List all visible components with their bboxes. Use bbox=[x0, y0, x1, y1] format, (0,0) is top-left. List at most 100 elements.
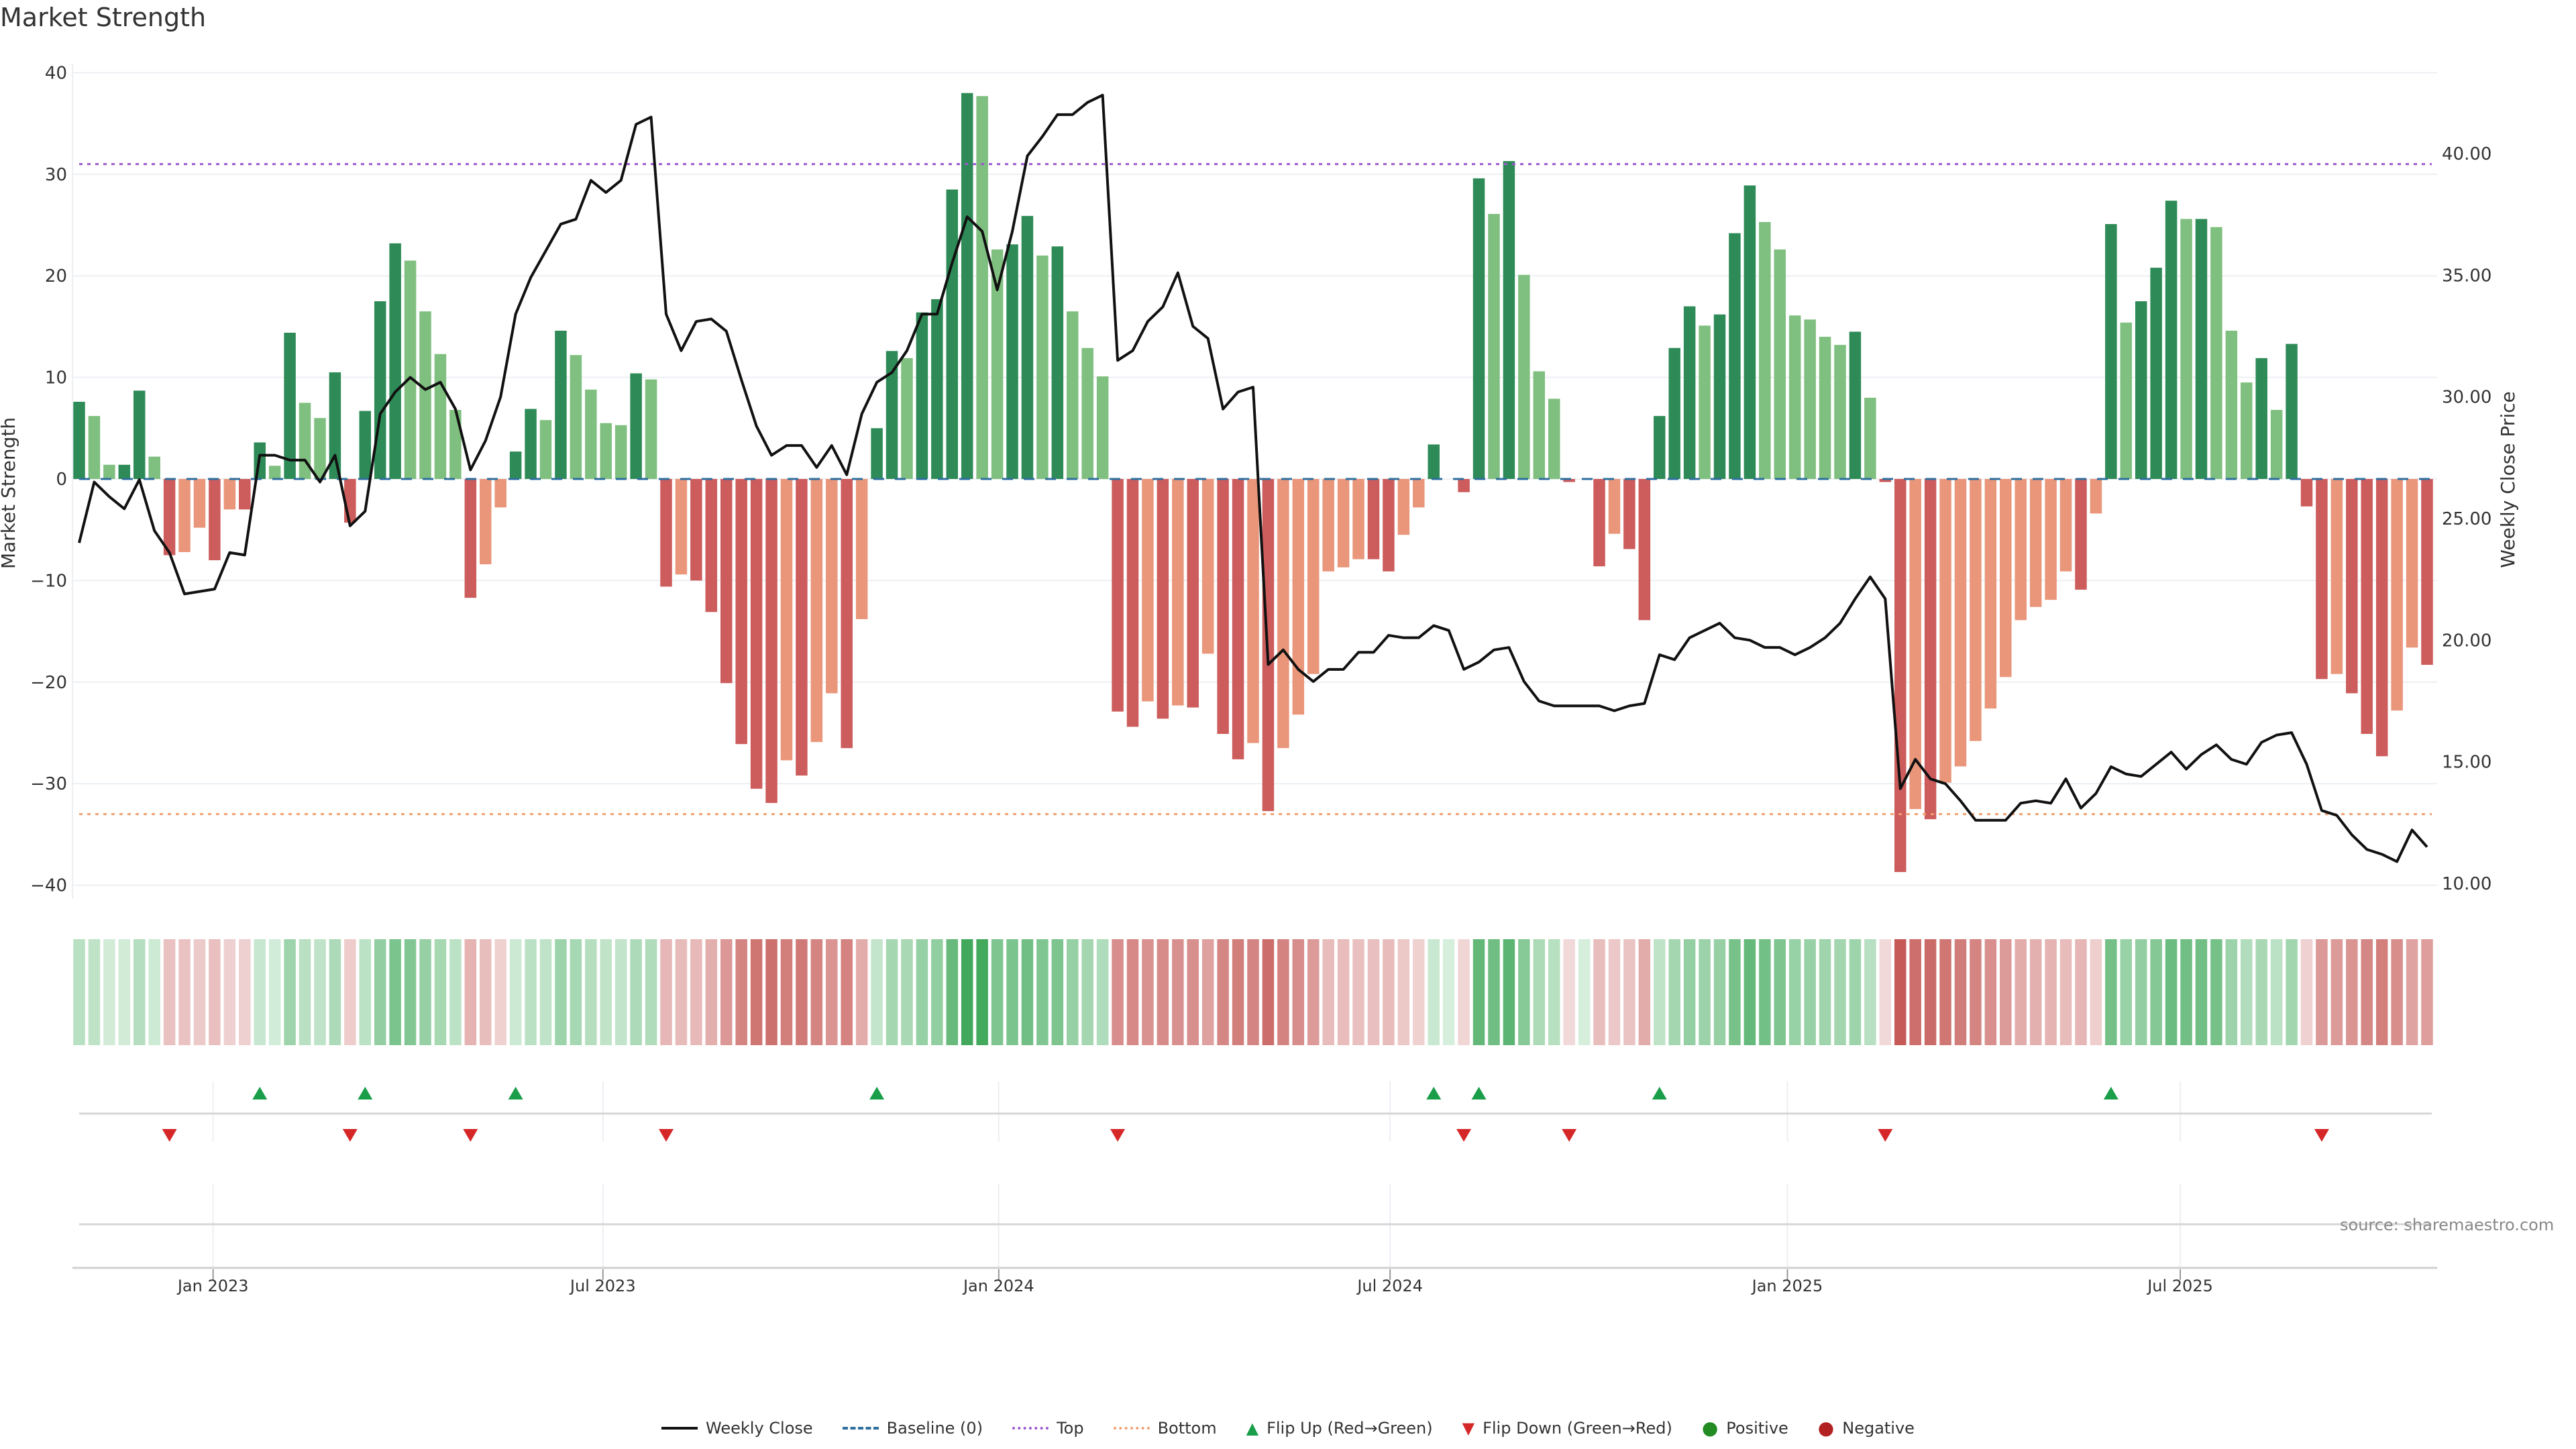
flip-down-marker bbox=[1878, 1129, 1893, 1142]
strength-bar bbox=[1834, 345, 1846, 479]
heat-cell bbox=[2150, 939, 2162, 1045]
flip-up-marker bbox=[358, 1087, 373, 1099]
heat-cell bbox=[1488, 939, 1500, 1045]
legend-baseline[interactable]: Baseline (0) bbox=[842, 1418, 983, 1438]
circle-icon: ● bbox=[1701, 1417, 1719, 1439]
strength-bar bbox=[1683, 306, 1696, 479]
strength-bar bbox=[961, 93, 973, 479]
strength-bar bbox=[2090, 479, 2102, 514]
strength-bar bbox=[539, 420, 552, 479]
y-tick-label: −10 bbox=[30, 571, 67, 591]
strength-bar bbox=[374, 301, 386, 479]
strength-bar bbox=[133, 390, 146, 479]
strength-bar bbox=[1201, 479, 1214, 654]
heat-cell bbox=[254, 939, 266, 1045]
legend-weekly-close[interactable]: Weekly Close bbox=[661, 1419, 813, 1438]
y2-axis-title: Weekly Close Price bbox=[2497, 391, 2519, 568]
legend-label: Bottom bbox=[1157, 1418, 1217, 1438]
heat-cell bbox=[284, 939, 296, 1045]
strength-bar bbox=[690, 479, 702, 581]
heat-cell bbox=[690, 939, 702, 1045]
strength-bars bbox=[73, 93, 2433, 872]
legend-top[interactable]: Top bbox=[1012, 1419, 1084, 1438]
flip-up-marker bbox=[1652, 1087, 1667, 1099]
strength-bar bbox=[73, 401, 85, 479]
heat-cell bbox=[796, 939, 808, 1045]
strength-bar bbox=[1397, 479, 1410, 535]
heat-cell bbox=[2210, 939, 2222, 1045]
x-tick-label: Jan 2025 bbox=[1751, 1277, 1823, 1295]
strength-bar bbox=[2241, 382, 2253, 479]
strength-bar bbox=[1051, 246, 1064, 479]
legend-flip-down[interactable]: ▼ Flip Down (Green→Red) bbox=[1462, 1419, 1672, 1438]
heat-cell bbox=[1367, 939, 1380, 1045]
heat-cell bbox=[750, 939, 763, 1045]
strength-bar bbox=[1638, 479, 1651, 621]
strength-bar bbox=[2316, 479, 2328, 680]
strength-bar bbox=[525, 409, 537, 479]
heat-cell bbox=[2300, 939, 2313, 1045]
y2-tick-label: 25.00 bbox=[2442, 509, 2491, 529]
heat-cell bbox=[1458, 939, 1470, 1045]
heat-cell bbox=[1277, 939, 1289, 1045]
strength-bar bbox=[1788, 315, 1801, 479]
triangle-up-icon: ▲ bbox=[1246, 1418, 1259, 1438]
strength-bar bbox=[826, 479, 838, 694]
heat-cell bbox=[1081, 939, 1093, 1045]
flip-up-marker bbox=[508, 1087, 523, 1099]
reference-lines bbox=[79, 163, 2432, 816]
heat-cell bbox=[2391, 939, 2403, 1045]
heat-cell bbox=[329, 939, 341, 1045]
strength-bar bbox=[976, 96, 988, 480]
heat-cell bbox=[1352, 939, 1364, 1045]
legend-flip-up[interactable]: ▲ Flip Up (Red→Green) bbox=[1246, 1419, 1433, 1438]
strength-bar bbox=[2195, 219, 2208, 479]
heat-cell bbox=[314, 939, 326, 1045]
strength-bar bbox=[765, 479, 777, 803]
strength-bar bbox=[855, 479, 868, 619]
strength-bar bbox=[1367, 479, 1380, 559]
legend-label: Baseline (0) bbox=[886, 1418, 983, 1438]
strength-bar bbox=[1157, 479, 1169, 719]
strength-bar bbox=[630, 373, 642, 479]
heat-cell bbox=[2165, 939, 2178, 1045]
strength-bar bbox=[419, 311, 431, 479]
strength-bar bbox=[284, 332, 296, 479]
y-tick-label: 40 bbox=[45, 63, 67, 83]
x-tick-label: Jul 2025 bbox=[2146, 1277, 2213, 1295]
heat-cell bbox=[209, 939, 221, 1045]
strength-bar bbox=[1307, 479, 1320, 674]
triangle-down-icon: ▼ bbox=[1462, 1418, 1475, 1438]
strength-bar bbox=[2029, 479, 2042, 607]
heat-cell bbox=[1157, 939, 1169, 1045]
legend-label: Negative bbox=[1842, 1418, 1915, 1438]
strength-bar bbox=[2180, 219, 2192, 479]
strength-bar bbox=[1774, 249, 1786, 479]
flip-up-marker bbox=[1426, 1087, 1442, 1099]
legend-bottom[interactable]: Bottom bbox=[1113, 1418, 1217, 1438]
heat-cell bbox=[2330, 939, 2343, 1045]
strength-bar bbox=[2135, 301, 2147, 479]
strength-bar bbox=[1277, 479, 1289, 749]
strength-bar bbox=[1879, 479, 1892, 482]
heat-cell bbox=[855, 939, 868, 1045]
heat-cell bbox=[539, 939, 552, 1045]
strength-bar bbox=[1654, 416, 1666, 479]
strength-bar bbox=[1247, 479, 1259, 743]
legend-negative[interactable]: ● Negative bbox=[1818, 1417, 1915, 1439]
strength-bar bbox=[1533, 371, 1546, 479]
heat-cell bbox=[1819, 939, 1831, 1045]
legend-positive[interactable]: ● Positive bbox=[1702, 1417, 1788, 1439]
y-tick-label: −30 bbox=[30, 774, 67, 794]
strength-bar bbox=[1503, 161, 1515, 480]
strength-bar bbox=[1713, 314, 1726, 479]
dot-swatch-icon bbox=[1113, 1426, 1150, 1430]
strength-bar bbox=[494, 479, 506, 508]
weekly-close-line bbox=[78, 93, 2428, 863]
heat-cell bbox=[1804, 939, 1816, 1045]
heat-cell bbox=[1563, 939, 1575, 1045]
flip-down-marker bbox=[2314, 1129, 2329, 1142]
strength-bar bbox=[88, 416, 101, 479]
strength-bar bbox=[1081, 347, 1093, 479]
heat-cell bbox=[1699, 939, 1711, 1045]
